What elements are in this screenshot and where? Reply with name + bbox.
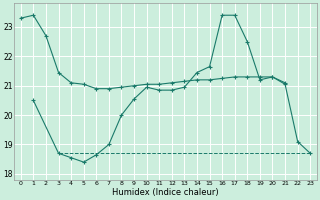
X-axis label: Humidex (Indice chaleur): Humidex (Indice chaleur) (112, 188, 219, 197)
